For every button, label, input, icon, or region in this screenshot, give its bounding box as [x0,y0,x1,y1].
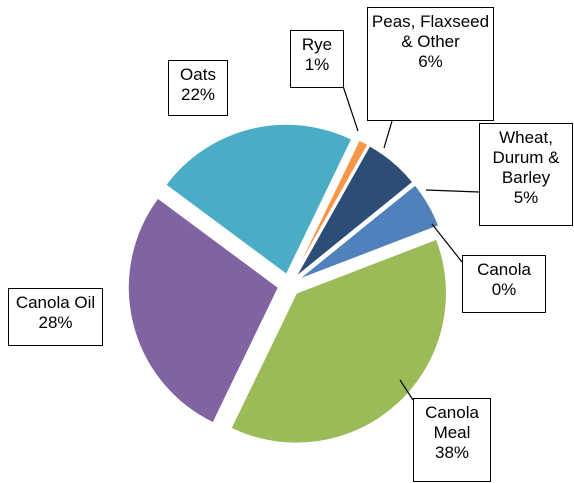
data-label: Wheat, Durum & Barley 5% [479,123,573,226]
label-category: Canola Meal [425,403,479,442]
pie-slice [127,197,279,424]
label-category: Rye [301,35,333,54]
leader-line [399,379,414,401]
leader-line [342,85,359,132]
leader-line [383,120,393,149]
label-category: Canola Oil [15,293,96,312]
data-label: Canola Oil 28% [8,288,103,346]
pie-slice [165,123,353,276]
label-value: 22% [180,85,216,104]
data-label: Canola Meal 38% [413,398,491,482]
label-category: Wheat, Durum & Barley [492,128,560,187]
label-category: Canola [477,260,531,279]
label-value: 0% [491,280,517,299]
data-label: Oats 22% [168,60,228,116]
label-category: Oats [180,65,216,84]
label-value: 5% [513,188,539,207]
pie-slice [295,145,414,277]
pie-slice [298,184,440,280]
label-value: 28% [38,313,73,332]
data-label: Rye 1% [290,30,344,88]
pie-slice [293,139,369,276]
label-value: 6% [418,52,443,71]
leader-line [431,223,463,263]
pie-slice [230,238,447,444]
label-category: Peas, Flaxseed & Other [371,12,490,51]
label-value: 38% [434,443,470,462]
leader-line [425,189,480,193]
data-label: Canola 0% [462,255,546,313]
label-value: 1% [304,55,330,74]
data-label: Peas, Flaxseed & Other 6% [367,7,494,121]
